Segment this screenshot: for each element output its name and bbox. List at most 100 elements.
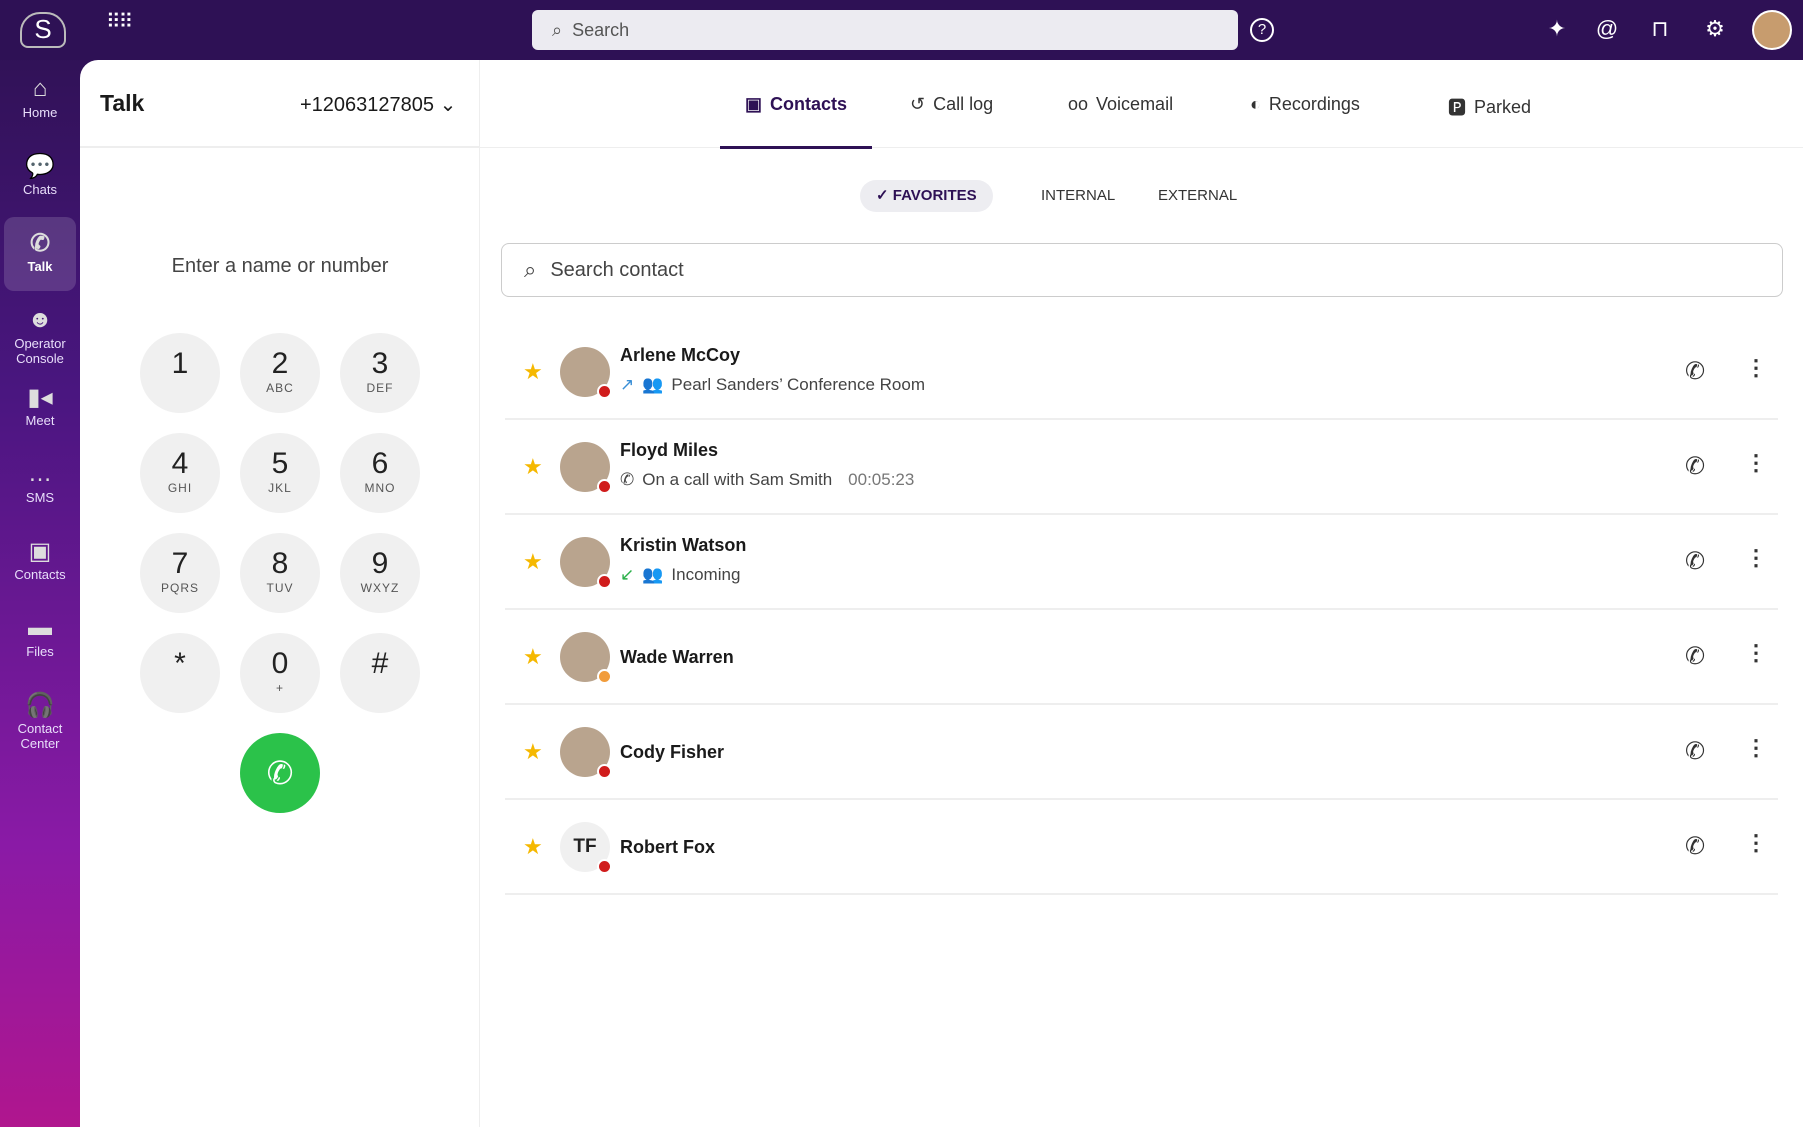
video-icon: ▮◂ — [27, 384, 53, 411]
contact-name: Robert Fox — [620, 837, 716, 857]
outgoing-arrow-icon: ↗ — [620, 375, 635, 394]
contacts-icon: ▣ — [28, 538, 52, 565]
contact-search-input[interactable]: ⌕ Search contact — [501, 243, 1783, 297]
dial-key-letters: MNO — [364, 481, 396, 495]
call-phone-icon[interactable]: ✆ — [1685, 643, 1706, 670]
contact-row[interactable]: ★ Arlene McCoy ↗ 👥 Pearl Sanders’ Conferenc… — [505, 325, 1778, 420]
dial-key-digit: 5 — [271, 447, 289, 480]
tab-parked[interactable]: 🅿 Parked — [1448, 94, 1531, 120]
sidebar-item-operator-console[interactable]: ☻ Operator Console — [4, 294, 76, 368]
more-options-icon[interactable]: ⋮ — [1745, 735, 1767, 760]
filter-external[interactable]: EXTERNAL — [1158, 187, 1238, 204]
filter-favorites[interactable]: ✓ FAVORITES — [860, 180, 993, 212]
presence-badge — [597, 574, 612, 589]
dial-key[interactable]: * — [140, 633, 220, 713]
dial-key[interactable]: 8 TUV — [240, 533, 320, 613]
contact-name: Wade Warren — [620, 647, 734, 667]
favorite-star-icon[interactable]: ★ — [523, 644, 543, 669]
global-search-input[interactable]: ⌕ Search — [532, 10, 1238, 50]
search-icon: ⌕ — [552, 19, 563, 40]
page-title: Talk — [100, 90, 145, 116]
sidebar-item-contact-center[interactable]: 🎧 Contact Center — [4, 679, 76, 753]
avatar — [560, 632, 612, 684]
favorite-star-icon[interactable]: ★ — [523, 549, 543, 574]
sms-icon: … — [28, 460, 52, 487]
dial-key[interactable]: 2 ABC — [240, 333, 320, 413]
sidebar-item-chats[interactable]: 💬 Chats — [4, 140, 76, 214]
contact-row[interactable]: ★ Kristin Watson ↙ 👥 Incoming ✆ ⋮ — [505, 515, 1778, 610]
contact-row[interactable]: ★ Floyd Miles ✆ On a call with Sam Smith 00… — [505, 420, 1778, 515]
sidebar-item-contacts[interactable]: ▣ Contacts — [4, 525, 76, 599]
more-options-icon[interactable]: ⋮ — [1745, 830, 1767, 855]
settings-gear-icon[interactable]: ⚙ — [1705, 16, 1725, 41]
mention-icon[interactable]: @ — [1595, 16, 1619, 41]
tab-call-log[interactable]: ↺ Call log — [910, 94, 994, 114]
dial-key-letters: TUV — [266, 581, 294, 595]
presence-badge — [597, 764, 612, 779]
call-phone-icon[interactable]: ✆ — [1685, 358, 1706, 385]
dial-key-digit: 3 — [371, 347, 389, 380]
contact-name: Arlene McCoy — [620, 345, 741, 365]
call-phone-icon[interactable]: ✆ — [1685, 738, 1706, 765]
more-options-icon[interactable]: ⋮ — [1745, 640, 1767, 665]
dial-key[interactable]: 6 MNO — [340, 433, 420, 513]
dial-key-digit: # — [371, 647, 389, 680]
tab-contacts[interactable]: ▣ Contacts — [745, 94, 848, 114]
dial-key-digit: 9 — [371, 547, 389, 580]
contact-row[interactable]: ★ Wade Warren ✆ ⋮ — [505, 610, 1778, 705]
chevron-down-icon: ⌄ — [439, 94, 457, 116]
sidebar-item-files[interactable]: ▬ Files — [4, 602, 76, 676]
dial-key-digit: 7 — [171, 547, 189, 580]
dial-key[interactable]: 7 PQRS — [140, 533, 220, 613]
favorite-star-icon[interactable]: ★ — [523, 359, 543, 384]
sidebar-item-talk[interactable]: ✆ Talk — [4, 217, 76, 291]
presence-badge — [597, 859, 612, 874]
dial-key[interactable]: # — [340, 633, 420, 713]
ai-sparkle-icon[interactable]: ✦ — [1547, 16, 1567, 41]
call-phone-icon[interactable]: ✆ — [1685, 453, 1706, 480]
favorite-star-icon[interactable]: ★ — [523, 739, 543, 764]
home-icon: ⌂ — [32, 75, 48, 102]
history-icon: ↺ — [910, 94, 926, 114]
avatar — [560, 442, 612, 494]
dial-input[interactable]: Enter a name or number — [171, 255, 389, 277]
favorite-star-icon[interactable]: ★ — [523, 834, 543, 859]
filter-internal[interactable]: INTERNAL — [1041, 187, 1116, 204]
favorite-star-icon[interactable]: ★ — [523, 454, 543, 479]
sidebar-item-home[interactable]: ⌂ Home — [4, 63, 76, 137]
dial-key[interactable]: 1 — [140, 333, 220, 413]
dial-key-letters: JKL — [268, 481, 292, 495]
call-button[interactable]: ✆ — [240, 733, 320, 813]
sidebar-item-meet[interactable]: ▮◂ Meet — [4, 371, 76, 445]
dial-key-digit: 4 — [171, 447, 189, 480]
dial-key[interactable]: 3 DEF — [340, 333, 420, 413]
voicemail-icon: oo — [1068, 94, 1089, 114]
more-options-icon[interactable]: ⋮ — [1745, 450, 1767, 475]
contact-row[interactable]: ★ Cody Fisher ✆ ⋮ — [505, 705, 1778, 800]
sidebar: ⌂ Home 💬 Chats ✆ Talk ☻ Operator Console ▮◂ M… — [0, 60, 80, 756]
contact-name: Kristin Watson — [620, 535, 747, 555]
more-options-icon[interactable]: ⋮ — [1745, 545, 1767, 570]
dial-key-letters: GHI — [167, 481, 193, 495]
dial-key-digit: 0 — [271, 647, 289, 680]
help-icon[interactable]: ? — [1250, 18, 1274, 42]
app-logo[interactable]: S — [20, 12, 66, 48]
more-options-icon[interactable]: ⋮ — [1745, 355, 1767, 380]
dial-key[interactable]: 5 JKL — [240, 433, 320, 513]
bookmark-icon[interactable]: ⊓ — [1651, 16, 1669, 41]
user-avatar[interactable] — [1752, 10, 1792, 50]
call-phone-icon[interactable]: ✆ — [1685, 548, 1706, 575]
dial-key[interactable]: 9 WXYZ — [340, 533, 420, 613]
caller-id-select[interactable]: +12063127805 ⌄ — [300, 94, 457, 116]
contact-row[interactable]: ★ TF Robert Fox ✆ ⋮ — [505, 800, 1778, 895]
presence-badge — [597, 479, 612, 494]
dial-key[interactable]: 0 + — [240, 633, 320, 713]
app-grid-icon[interactable]: ⠿⠿ — [106, 11, 133, 33]
call-phone-icon[interactable]: ✆ — [1685, 833, 1706, 860]
call-duration: 00:05:23 — [848, 470, 915, 489]
tab-voicemail[interactable]: oo Voicemail — [1068, 94, 1174, 114]
dial-key[interactable]: 4 GHI — [140, 433, 220, 513]
main-panel: Talk +12063127805 ⌄ Enter a name or numb… — [80, 60, 1803, 1127]
tab-recordings[interactable]: ◐ Recordings — [1250, 94, 1360, 114]
sidebar-item-sms[interactable]: … SMS — [4, 448, 76, 522]
